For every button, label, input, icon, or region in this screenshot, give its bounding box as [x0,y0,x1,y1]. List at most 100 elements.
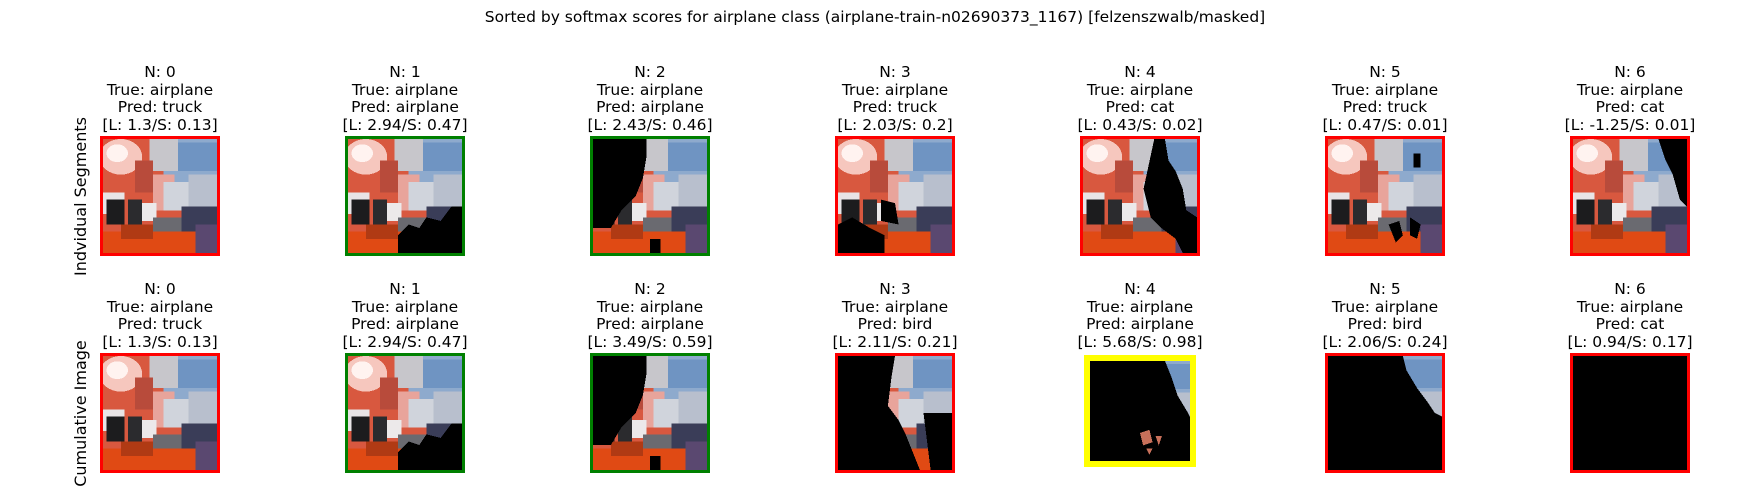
panel-index: N: 4 [1124,63,1156,81]
panel-title: N: 0 True: airplane Pred: truck [L: 1.3/S: … [50,63,270,134]
mask-region [1413,153,1421,168]
panel-cumulative-0: N: 0 True: airplane Pred: truck [L: 1.3/S: … [50,280,270,473]
panel-title: N: 1 True: airplane Pred: airplane [L: 2.94… [295,280,515,351]
image-pixels [103,356,217,470]
image-pixels [1328,139,1442,253]
mask-region [923,413,952,470]
revealed-fragment [1140,429,1153,446]
logit-score: [L: -1.25/S: 0.01] [1564,115,1696,134]
pred-label: Pred: truck [117,98,203,116]
mask-region [1143,139,1197,253]
pred-label: Pred: airplane [596,315,704,333]
segment-image [835,353,955,473]
pred-label: Pred: airplane [351,98,459,116]
image-pixels [103,139,217,253]
panel-index: N: 5 [1369,280,1401,298]
true-label: True: airplane [841,297,949,316]
panel-title: N: 1 True: airplane Pred: airplane [L: 2.94… [295,63,515,134]
mask-region [1658,139,1687,207]
pred-label: Pred: cat [1595,98,1665,116]
pred-label: Pred: bird [1347,315,1423,333]
true-label: True: airplane [1576,297,1684,316]
true-label: True: airplane [106,80,214,99]
pred-label: Pred: truck [1342,98,1428,116]
segment-image [1570,353,1690,473]
panel-index: N: 1 [389,63,421,81]
mask-region [397,206,462,253]
image-pixels [838,139,952,253]
mask-region [880,199,899,225]
mask-region [593,356,647,446]
panel-segment-4: N: 4 True: airplane Pred: cat [L: 0.43/S: 0… [1030,63,1250,256]
mask-region [895,462,910,470]
panel-segment-0: N: 0 True: airplane Pred: truck [L: 1.3/S: … [50,63,270,256]
logit-score: [L: 2.94/S: 0.47] [342,332,468,351]
logit-score: [L: 1.3/S: 0.13] [102,115,218,134]
panel-index: N: 0 [144,280,176,298]
panel-index: N: 5 [1369,63,1401,81]
panel-segment-3: N: 3 True: airplane Pred: truck [L: 2.03/S:… [785,63,1005,256]
row-label-individual-segments: Indvidual Segments [70,116,90,276]
revealed-fragment [1146,448,1153,455]
panel-segment-2: N: 2 True: airplane Pred: airplane [L: 2.43… [540,63,760,256]
true-label: True: airplane [1086,297,1194,316]
pred-label: Pred: airplane [1086,315,1194,333]
pred-label: Pred: bird [857,315,933,333]
true-label: True: airplane [351,297,459,316]
panel-title: N: 4 True: airplane Pred: cat [L: 0.43/S: 0… [1030,63,1250,134]
mask-region [1090,361,1190,461]
true-label: True: airplane [106,297,214,316]
panel-index: N: 2 [634,63,666,81]
revealed-fragment [1155,436,1162,446]
mask-region [838,356,920,470]
panel-title: N: 4 True: airplane Pred: airplane [L: 5.68… [1030,280,1250,351]
image-pixels [348,356,462,470]
true-label: True: airplane [1331,297,1439,316]
segment-image [100,353,220,473]
panel-cumulative-5: N: 5 True: airplane Pred: bird [L: 2.06/S: … [1275,280,1495,473]
image-pixels [1573,139,1687,253]
mask-region [1409,217,1421,239]
panel-index: N: 4 [1124,280,1156,298]
panel-cumulative-2: N: 2 True: airplane Pred: airplane [L: 3.49… [540,280,760,473]
panel-cumulative-1: N: 1 True: airplane Pred: airplane [L: 2.94… [295,280,515,473]
logit-score: [L: 3.49/S: 0.59] [587,332,713,351]
image-pixels [1090,361,1190,461]
pred-label: Pred: truck [117,315,203,333]
panel-title: N: 5 True: airplane Pred: truck [L: 0.47/S:… [1275,63,1495,134]
panel-title: N: 6 True: airplane Pred: cat [L: -1.25/S: … [1520,63,1740,134]
true-label: True: airplane [841,80,949,99]
logit-score: [L: 2.11/S: 0.21] [832,332,958,351]
true-label: True: airplane [351,80,459,99]
segment-image [590,136,710,256]
segment-image [1084,355,1196,467]
pred-label: Pred: cat [1105,98,1175,116]
panel-index: N: 1 [389,280,421,298]
panel-index: N: 6 [1614,280,1646,298]
panel-title: N: 3 True: airplane Pred: truck [L: 2.03/S:… [785,63,1005,134]
panel-title: N: 2 True: airplane Pred: airplane [L: 2.43… [540,63,760,134]
segment-image [1080,136,1200,256]
mask-region [1573,356,1687,470]
mask-region [397,423,462,470]
image-pixels [1083,139,1197,253]
mask-region [1328,356,1442,470]
logit-score: [L: 1.3/S: 0.13] [102,332,218,351]
figure-title: Sorted by softmax scores for airplane cl… [484,8,1266,26]
logit-score: [L: 2.06/S: 0.24] [1322,332,1448,351]
panel-cumulative-6: N: 6 True: airplane Pred: cat [L: 0.94/S: 0… [1520,280,1740,473]
logit-score: [L: 0.43/S: 0.02] [1077,115,1203,134]
panel-title: N: 3 True: airplane Pred: bird [L: 2.11/S: … [785,280,1005,351]
panel-index: N: 3 [879,63,911,81]
pred-label: Pred: truck [852,98,938,116]
true-label: True: airplane [596,297,704,316]
logit-score: [L: 0.94/S: 0.17] [1567,332,1693,351]
mask-region [1388,220,1403,243]
panel-title: N: 6 True: airplane Pred: cat [L: 0.94/S: 0… [1520,280,1740,351]
segment-image [1570,136,1690,256]
image-pixels [593,356,707,470]
panel-index: N: 3 [879,280,911,298]
mask-region [650,455,661,470]
pred-label: Pred: airplane [351,315,459,333]
mask-region [838,217,885,253]
